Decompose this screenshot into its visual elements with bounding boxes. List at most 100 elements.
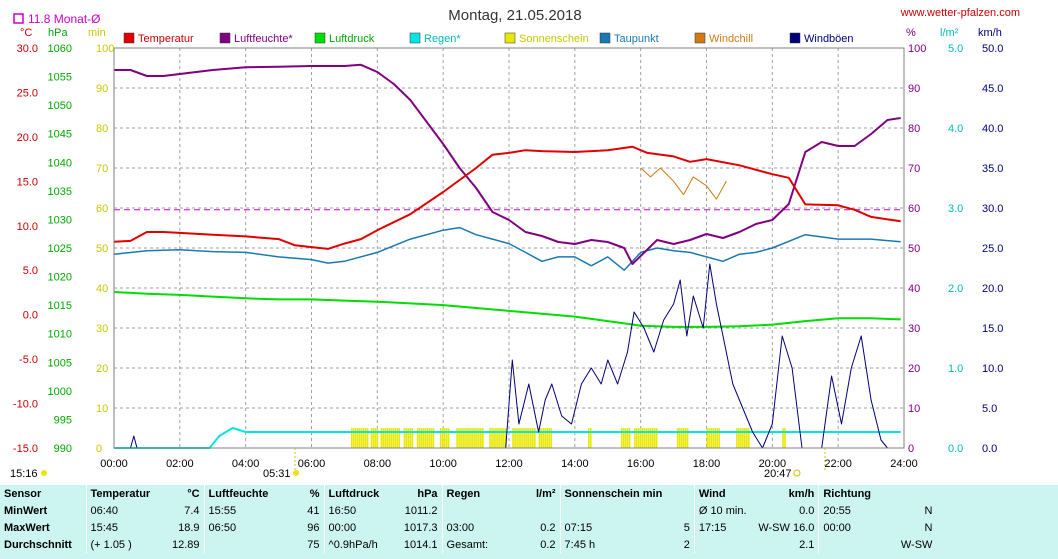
sunshine-bar bbox=[468, 428, 470, 448]
sunshine-bar bbox=[388, 428, 391, 448]
temp-tick-label: 5.0 bbox=[23, 265, 38, 277]
min-tick-label: 90 bbox=[96, 83, 108, 95]
legend-swatch bbox=[219, 32, 231, 44]
series-line-windchill bbox=[640, 167, 727, 200]
press-tick-label: 1030 bbox=[48, 214, 72, 226]
sunshine-bar bbox=[676, 428, 679, 448]
sunshine-bar bbox=[386, 428, 389, 448]
press-tick-label: 1020 bbox=[48, 272, 72, 284]
series-line-luftfeuchte bbox=[114, 63, 901, 265]
unit-press: hPa bbox=[48, 27, 68, 39]
wind-tick-label: 10.0 bbox=[982, 363, 1003, 375]
sunshine-bar bbox=[718, 428, 720, 448]
stats-cell: 0.2 bbox=[540, 538, 556, 551]
sunshine-bar bbox=[649, 428, 652, 448]
sunshine-bar bbox=[382, 428, 385, 448]
stats-head-direction: Richtung bbox=[818, 485, 897, 502]
stats-cell: 07:15 bbox=[559, 519, 667, 536]
sunshine-bar bbox=[712, 428, 715, 448]
pct-tick-label: 100 bbox=[908, 43, 926, 55]
x-tick-label: 22:00 bbox=[824, 458, 852, 470]
sunshine-bar bbox=[403, 428, 406, 448]
wind-tick-label: 5.0 bbox=[982, 403, 997, 415]
pct-tick-label: 10 bbox=[908, 403, 920, 415]
stats-cell: 0.2 bbox=[540, 521, 556, 534]
min-tick-label: 40 bbox=[96, 283, 108, 295]
temp-tick-label: -5.0 bbox=[19, 354, 38, 366]
sun-icon bbox=[41, 470, 47, 476]
sunshine-bar bbox=[686, 428, 689, 448]
sunshine-bar bbox=[643, 428, 646, 448]
min-tick-label: 50 bbox=[96, 243, 108, 255]
legend: Temperatur Luftfeuchte* Luftdruck Regen* Son… bbox=[123, 32, 854, 45]
wind-tick-label: 40.0 bbox=[982, 123, 1003, 135]
stats-row-max: MaxWert 15:45 18.9 06:50 96 00:00 1017.3… bbox=[0, 519, 936, 536]
weather-chart: 30.0 25.0 20.0 15.0 10.0 5.0 0.0 -5.0 -10.0 -15.0… bbox=[10, 7, 1020, 480]
stats-head-pressure-unit: hPa bbox=[417, 487, 438, 500]
stats-cell: MinWert bbox=[4, 504, 48, 517]
sunshine-bar bbox=[443, 428, 446, 448]
temp-tick-label: 30.0 bbox=[17, 43, 38, 55]
stats-cell bbox=[506, 502, 560, 519]
sunshine-bar bbox=[634, 428, 636, 448]
temp-tick-label: 25.0 bbox=[17, 87, 38, 99]
current-time-label: 15:16 bbox=[10, 468, 38, 480]
sunshine-bar bbox=[392, 428, 395, 448]
sunshine-bar bbox=[462, 428, 464, 448]
legend-swatch bbox=[694, 32, 706, 44]
sunshine-bar bbox=[684, 428, 687, 448]
sunshine-bar bbox=[362, 428, 365, 448]
sunshine-bar bbox=[708, 428, 711, 448]
pct-tick-label: 40 bbox=[908, 283, 920, 295]
sunshine-bar bbox=[532, 428, 534, 448]
sunshine-bar bbox=[428, 428, 431, 448]
wind-tick-label: 25.0 bbox=[982, 243, 1003, 255]
sunshine-bar bbox=[542, 428, 545, 448]
stats-head-sensor: Sensor bbox=[4, 487, 42, 500]
sunshine-bar bbox=[505, 428, 507, 448]
unit-min: min bbox=[88, 27, 106, 39]
stats-head-direction-extra bbox=[897, 485, 937, 502]
sunshine-bar bbox=[447, 428, 450, 448]
stats-head-wind-unit: km/h bbox=[788, 487, 815, 500]
sunshine-bar bbox=[503, 428, 505, 448]
sunshine-bar bbox=[641, 428, 644, 448]
stats-head-rain-unit: l/m² bbox=[535, 487, 556, 500]
rain-tick-label: 3.0 bbox=[948, 203, 963, 215]
x-tick-label: 04:00 bbox=[232, 458, 260, 470]
sunshine-bar bbox=[784, 428, 786, 448]
legend-swatch bbox=[504, 32, 516, 44]
sunshine-bar bbox=[620, 428, 623, 448]
legend-swatch bbox=[123, 32, 135, 44]
stats-cell: 20:55 bbox=[818, 502, 897, 519]
stats-cell: 16:50 bbox=[323, 502, 395, 519]
stats-cell: 03:00 bbox=[441, 519, 507, 536]
press-tick-label: 1045 bbox=[48, 129, 72, 141]
press-tick-label: 1000 bbox=[48, 386, 72, 398]
press-tick-label: 1025 bbox=[48, 243, 72, 255]
sunshine-bar bbox=[430, 428, 433, 448]
stats-head-pressure: Luftdruck bbox=[323, 485, 395, 502]
sunshine-bar bbox=[493, 428, 495, 448]
sunshine-bar bbox=[640, 428, 642, 448]
legend-swatch bbox=[599, 32, 611, 44]
pct-tick-label: 70 bbox=[908, 163, 920, 175]
sunshine-bar bbox=[374, 428, 377, 448]
sunshine-bar bbox=[622, 428, 625, 448]
stats-cell: 06:40 bbox=[85, 502, 168, 519]
stats-cell: 12.89 bbox=[172, 538, 200, 551]
stats-cell bbox=[693, 536, 755, 553]
stats-header-row: Sensor Temperatur °C Luftfeuchte % Luftd… bbox=[0, 485, 936, 502]
sunshine-bar bbox=[540, 428, 543, 448]
stats-cell: N bbox=[924, 504, 933, 517]
sunshine-bar bbox=[710, 428, 713, 448]
stats-cell: N bbox=[924, 521, 933, 534]
min-tick-label: 80 bbox=[96, 123, 108, 135]
sunshine-bar bbox=[645, 428, 648, 448]
legend-swatch bbox=[789, 32, 801, 44]
stats-head-sunshine: Sonnenschein min bbox=[559, 485, 667, 502]
rain-tick-label: 0.0 bbox=[948, 443, 963, 455]
sunshine-bar bbox=[522, 428, 524, 448]
sunshine-bar bbox=[366, 428, 369, 448]
sunshine-bar bbox=[445, 428, 448, 448]
